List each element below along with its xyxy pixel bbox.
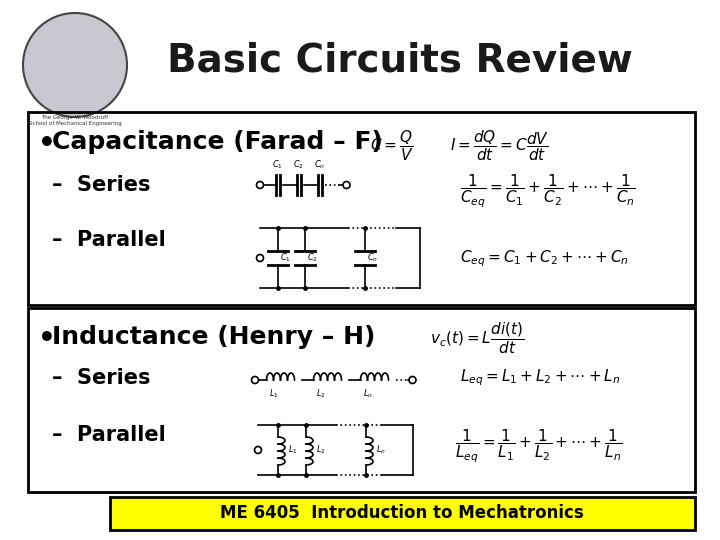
- Text: $C_1$: $C_1$: [280, 252, 291, 264]
- Text: $C_n$: $C_n$: [367, 252, 378, 264]
- Text: –  Parallel: – Parallel: [52, 425, 166, 445]
- Circle shape: [256, 254, 264, 261]
- Text: $v_c(t) = L\dfrac{di(t)}{dt}$: $v_c(t) = L\dfrac{di(t)}{dt}$: [430, 320, 524, 356]
- Circle shape: [256, 181, 264, 188]
- Text: •: •: [38, 325, 55, 353]
- Text: $C_2$: $C_2$: [307, 252, 318, 264]
- Circle shape: [409, 376, 416, 383]
- Text: $L_2$: $L_2$: [315, 388, 325, 401]
- Text: $L_1$: $L_1$: [288, 444, 298, 456]
- Text: $L_2$: $L_2$: [316, 444, 326, 456]
- Text: –  Series: – Series: [52, 175, 150, 195]
- Text: $C_1$: $C_1$: [272, 159, 283, 171]
- Polygon shape: [110, 497, 695, 530]
- Text: $L_n$: $L_n$: [376, 444, 386, 456]
- Circle shape: [23, 13, 127, 117]
- Text: $C_{eq} = C_1 + C_2 + \cdots + C_n$: $C_{eq} = C_1 + C_2 + \cdots + C_n$: [460, 248, 629, 268]
- Text: The George W. Woodruff
School of Mechanical Engineering: The George W. Woodruff School of Mechani…: [29, 115, 122, 126]
- Text: Capacitance (Farad – F): Capacitance (Farad – F): [52, 130, 383, 154]
- Text: $L_1$: $L_1$: [269, 388, 279, 401]
- Text: $L_n$: $L_n$: [362, 388, 372, 401]
- Text: $C_2$: $C_2$: [293, 159, 304, 171]
- Text: $\dfrac{1}{L_{eq}} = \dfrac{1}{L_1} + \dfrac{1}{L_2} + \cdots + \dfrac{1}{L_n}$: $\dfrac{1}{L_{eq}} = \dfrac{1}{L_1} + \d…: [455, 428, 622, 465]
- Text: –  Series: – Series: [52, 368, 150, 388]
- Text: •: •: [38, 130, 55, 158]
- Text: $I = \dfrac{dQ}{dt} = C\dfrac{dV}{dt}$: $I = \dfrac{dQ}{dt} = C\dfrac{dV}{dt}$: [450, 128, 549, 163]
- Text: $\dfrac{1}{C_{eq}} = \dfrac{1}{C_1} + \dfrac{1}{C_2} + \cdots + \dfrac{1}{C_n}$: $\dfrac{1}{C_{eq}} = \dfrac{1}{C_1} + \d…: [460, 173, 636, 211]
- Text: Inductance (Henry – H): Inductance (Henry – H): [52, 325, 375, 349]
- Text: $C_n$: $C_n$: [314, 159, 325, 171]
- Text: Basic Circuits Review: Basic Circuits Review: [167, 41, 633, 79]
- Text: $L_{eq} = L_1 + L_2 + \cdots + L_n$: $L_{eq} = L_1 + L_2 + \cdots + L_n$: [460, 367, 621, 388]
- Circle shape: [251, 376, 258, 383]
- Text: $C = \dfrac{Q}{V}$: $C = \dfrac{Q}{V}$: [370, 128, 414, 163]
- Circle shape: [343, 181, 350, 188]
- Text: ME 6405  Introduction to Mechatronics: ME 6405 Introduction to Mechatronics: [220, 504, 584, 522]
- Circle shape: [254, 447, 261, 454]
- Text: –  Parallel: – Parallel: [52, 230, 166, 250]
